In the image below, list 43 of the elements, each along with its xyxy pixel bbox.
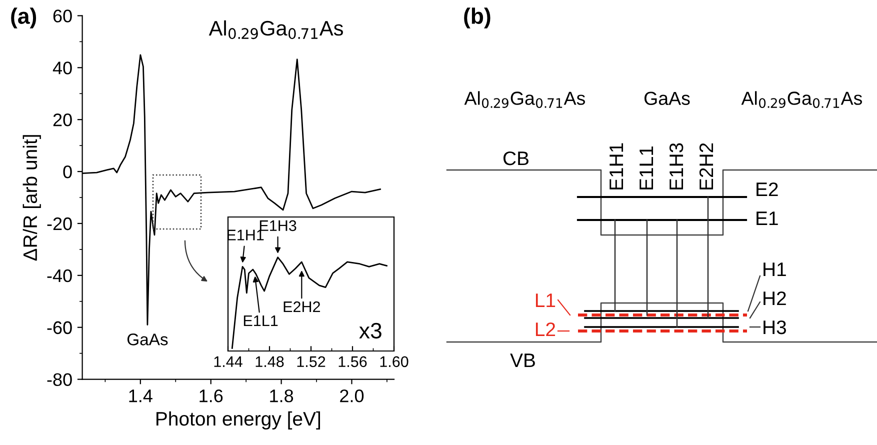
text: E2H2 <box>699 143 714 190</box>
text: CB <box>503 151 528 166</box>
x-tick-label: 1.6 <box>200 390 223 402</box>
text: H3 <box>764 320 786 334</box>
text: Al$_{0.29}$Ga$_{0.71}$As <box>741 91 862 108</box>
y-tick-label: -20 <box>47 217 72 230</box>
y-tick-label: -80 <box>47 373 72 386</box>
annotation: E1H3 <box>260 220 296 232</box>
annotation: Al$_{0.29}$Ga$_{0.71}$As <box>208 20 343 40</box>
x-axis-title: Photon energy [eV] <box>156 411 320 430</box>
text: L1 <box>536 294 556 308</box>
text: GaAs <box>644 92 690 106</box>
text: H1 <box>764 262 786 276</box>
x-tick-label: 1.44 <box>214 356 242 367</box>
x-tick-label: 1.60 <box>380 356 408 368</box>
text: (b) <box>464 8 490 28</box>
x-tick-label: 2.0 <box>340 390 364 402</box>
annotation: x3 <box>359 322 382 339</box>
text: Al$_{0.29}$Ga$_{0.71}$As <box>464 91 585 108</box>
x-tick-label: 1.48 <box>256 356 284 368</box>
text: E1L1 <box>640 146 654 190</box>
text: VB <box>510 354 535 368</box>
x-tick-label: 1.56 <box>338 356 367 368</box>
y-tick-label: -60 <box>47 321 72 334</box>
text: E1H1 <box>610 143 624 190</box>
y-tick-label: 0 <box>63 165 72 178</box>
text: L2 <box>536 322 556 336</box>
y-tick-label: 60 <box>53 10 72 22</box>
y-tick-label: 20 <box>53 114 72 126</box>
y-tick-label: 40 <box>52 62 72 74</box>
chart-title: (a) <box>11 8 36 28</box>
annotation: E2H2 <box>284 301 320 312</box>
y-axis-title: ΔR/R [arb unit] <box>22 135 41 261</box>
annotation: E1L1 <box>244 315 278 326</box>
text: E2 <box>756 182 778 196</box>
text: H2 <box>764 291 786 306</box>
annotation: GaAs <box>127 334 168 346</box>
x-tick-label: 1.52 <box>297 356 326 368</box>
x-tick-label: 1.8 <box>270 390 294 402</box>
text: E1H3 <box>669 143 684 190</box>
text: E1 <box>756 212 778 226</box>
y-tick-label: -40 <box>47 269 72 282</box>
x-tick-label: 1.4 <box>129 390 152 402</box>
